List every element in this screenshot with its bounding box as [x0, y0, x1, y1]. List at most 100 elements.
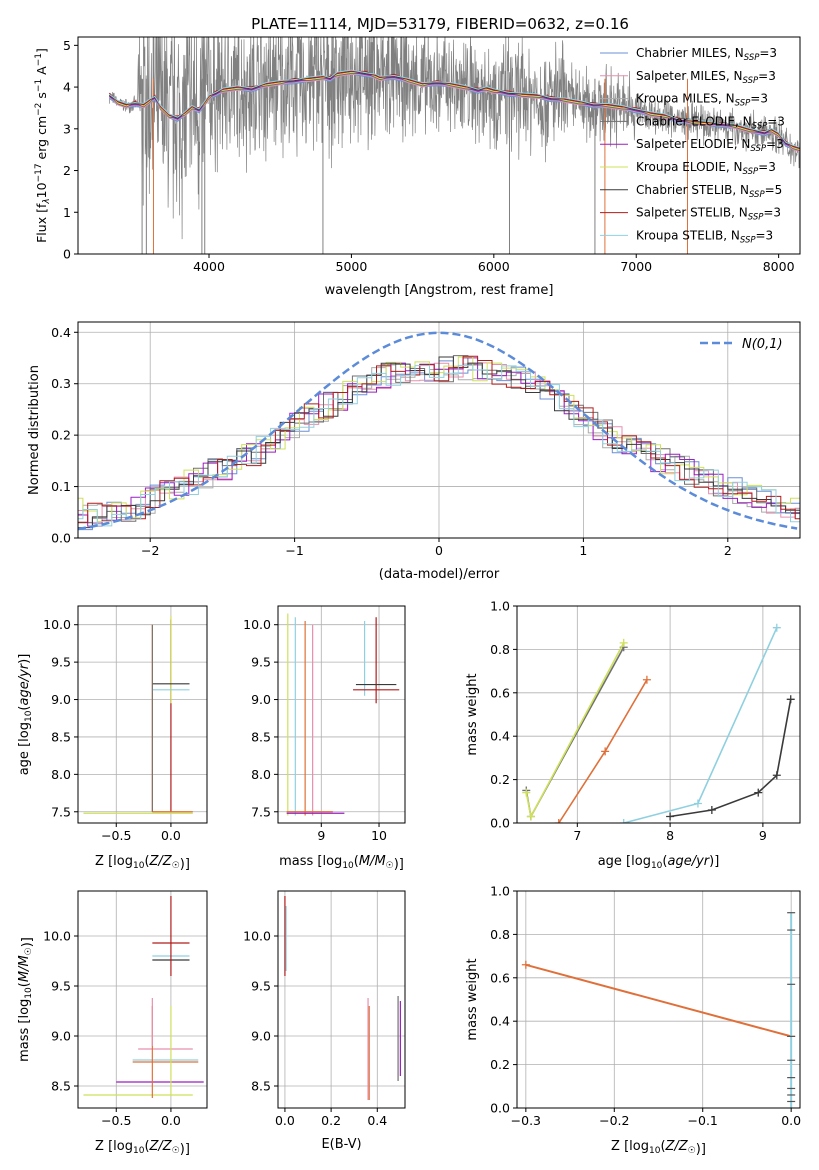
y-tick-label: 9.5	[251, 979, 271, 994]
residual-histogram-8	[78, 364, 800, 527]
y-tick-label: 10.0	[43, 617, 71, 632]
y-axis-label: mass [log10(M/M☉)]	[17, 937, 35, 1062]
legend-entry: Salpeter STELIB, NSSP=3	[636, 206, 781, 223]
legend-label-tail: =3	[758, 160, 776, 174]
weight-line-1	[525, 642, 625, 819]
x-tick-label: 0.0	[161, 828, 181, 843]
y-tick-label: 1.0	[490, 599, 510, 614]
y-tick-label: 0.2	[490, 1057, 510, 1072]
y-tick-label: 4	[63, 80, 71, 95]
axes-frame	[77, 890, 208, 1109]
x-tick-label: 0.0	[161, 1113, 181, 1128]
residual-histogram-3	[78, 355, 800, 524]
legend-label-tail: =3	[758, 69, 776, 83]
x-tick-label: −0.2	[599, 1113, 629, 1128]
y-tick-label: 9.0	[51, 1029, 71, 1044]
x-tick-label: 0.2	[321, 1113, 341, 1128]
legend-label-tail: =3	[756, 228, 774, 242]
legend-label-tail: =3	[750, 92, 768, 106]
axes-frame	[516, 890, 801, 1109]
weight-point	[554, 819, 563, 823]
y-tick-label: 1.0	[490, 884, 510, 899]
x-axis-label: Z [log10(Z/Z☉)]	[95, 1139, 190, 1157]
legend-label: Kroupa STELIB, N	[636, 228, 740, 242]
observed-spectrum-line	[108, 37, 800, 240]
x-tick-label: 8000	[763, 259, 795, 274]
y-axis-label: age [log10(age/yr)]	[17, 654, 34, 776]
legend-label: Kroupa ELODIE, N	[636, 160, 743, 174]
residual-histogram-4	[78, 357, 800, 527]
axes-frame	[77, 605, 208, 824]
legend-label-subscript: SSP	[740, 235, 756, 245]
weight-point	[642, 675, 651, 684]
plot-area-spectrum	[108, 37, 800, 254]
legend-label: Salpeter ELODIE, N	[636, 137, 750, 151]
residual-histogram-1	[78, 362, 800, 523]
y-tick-label: 0	[63, 247, 71, 262]
weight-z-point	[521, 960, 530, 969]
x-tick-label: 1	[579, 543, 587, 558]
panel-weight_vs_age: 7 8 9 0.0 0.2 0.4 0.6 0.8 1.0 age [log10(age/yr)]…	[465, 599, 801, 871]
legend-entry: Chabrier STELIB, NSSP=5	[636, 183, 782, 200]
weight-point	[786, 695, 795, 704]
legend-label-subscript: SSP	[750, 144, 766, 154]
legend-entry: Chabrier ELODIE, NSSP=3	[636, 114, 785, 131]
y-tick-label: 8.0	[51, 767, 71, 782]
y-axis-label: mass weight	[465, 958, 480, 1040]
y-tick-label: 0.1	[51, 479, 71, 494]
y-tick-label: 10.0	[243, 617, 271, 632]
legend-entry: Salpeter ELODIE, NSSP=3	[636, 137, 784, 154]
plot-area-weight_vs_Z	[521, 912, 796, 1108]
weight-point	[754, 788, 763, 797]
x-tick-label: 4000	[193, 259, 225, 274]
y-tick-label: 9.5	[51, 979, 71, 994]
y-tick-label: 8.5	[51, 1079, 71, 1094]
y-tick-label: 0.6	[490, 685, 510, 700]
x-axis-label: mass [log10(M/M☉)]	[279, 854, 404, 872]
y-tick-label: 0.8	[490, 642, 510, 657]
x-tick-label: −0.5	[101, 828, 131, 843]
y-tick-label: 0.6	[490, 970, 510, 985]
legend-label: Salpeter STELIB, N	[636, 206, 748, 220]
y-tick-label: 1	[63, 205, 71, 220]
legend-label: Chabrier MILES, N	[636, 46, 744, 60]
residual-histogram-6	[78, 356, 800, 529]
x-tick-label: 5000	[336, 259, 368, 274]
legend-label-subscript: SSP	[752, 121, 768, 131]
x-tick-label: 0.4	[367, 1113, 387, 1128]
x-tick-label: 10	[371, 828, 387, 843]
axes-frame	[277, 890, 406, 1109]
x-axis-label: age [log10(age/yr)]	[598, 854, 720, 871]
x-tick-label: 8	[666, 828, 674, 843]
x-tick-label: 0.0	[781, 1113, 801, 1128]
legend-label-subscript: SSP	[748, 213, 764, 223]
panel-residuals: −2 −1 0 1 2 0.0 0.1 0.2 0.3 0.4 N(0,1) (data-model)…	[27, 321, 801, 582]
legend-entry: Kroupa STELIB, NSSP=3	[636, 228, 773, 245]
y-tick-label: 0.4	[490, 729, 510, 744]
legend-label-subscript: SSP	[743, 167, 759, 177]
weight-point	[666, 812, 675, 821]
model-line-3	[108, 72, 800, 152]
panel-mass_vs_ebv: 0.0 0.2 0.4 8.5 9.0 9.5 10.0 E(B-V)	[243, 890, 406, 1152]
y-tick-label: 0.0	[490, 1101, 510, 1116]
x-axis-label: wavelength [Angstrom, rest frame]	[325, 283, 554, 298]
weight-point	[601, 747, 610, 756]
axes-frame	[516, 605, 801, 824]
weight-point	[619, 638, 628, 647]
legend-label: Salpeter MILES, N	[636, 69, 743, 83]
y-tick-label: 10.0	[43, 929, 71, 944]
y-tick-label: 8.5	[251, 1079, 271, 1094]
y-tick-label: 10.0	[243, 929, 271, 944]
residual-histogram-0	[78, 360, 800, 531]
model-line-7	[108, 70, 800, 150]
plot-area-mass_vs_Z	[83, 896, 204, 1098]
y-tick-label: 0.4	[490, 1014, 510, 1029]
residual-histogram-7	[78, 355, 800, 523]
y-tick-label: 0.4	[51, 325, 71, 340]
weight-point	[522, 788, 531, 797]
y-tick-label: 2	[63, 163, 71, 178]
y-tick-label: 0.2	[51, 428, 71, 443]
y-axis-label: Flux [fλ10−17 erg cm−2 s−1 A−1]	[34, 48, 52, 243]
x-tick-label: −0.1	[688, 1113, 718, 1128]
